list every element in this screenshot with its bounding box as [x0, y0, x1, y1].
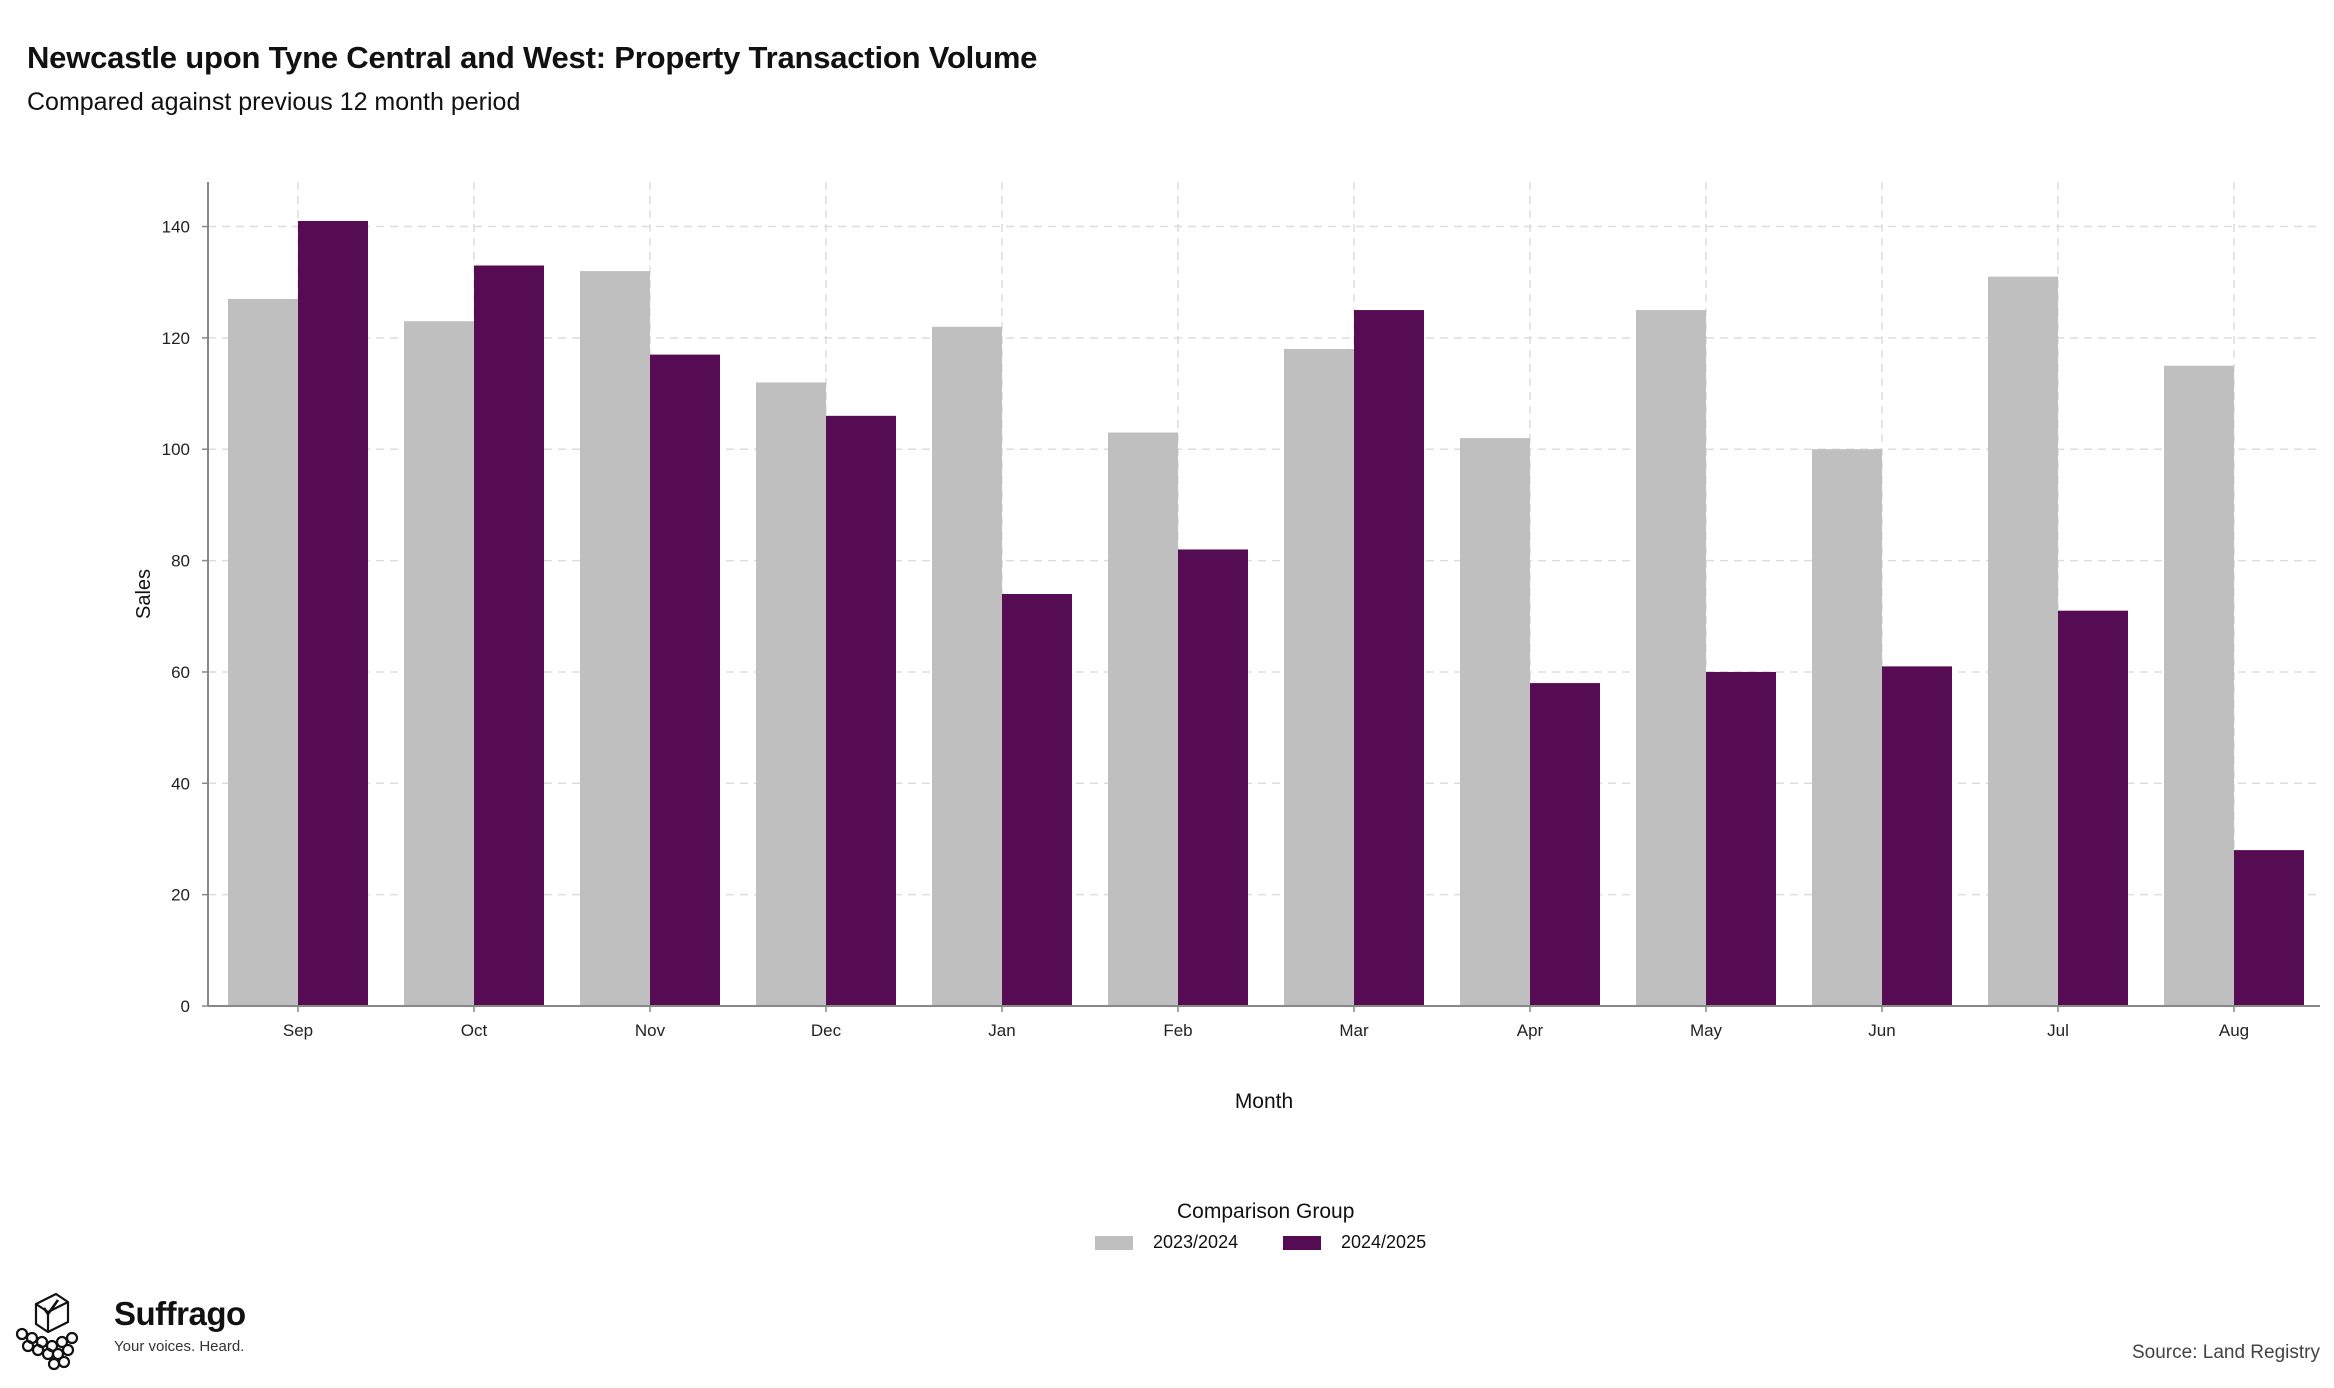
- legend-title: Comparison Group: [1177, 1200, 1355, 1223]
- legend-item-2024-2025: 2024/2025: [1283, 1232, 1426, 1253]
- x-tick-label: Mar: [1339, 1021, 1369, 1040]
- x-tick-label: Sep: [283, 1021, 313, 1040]
- source-note: Source: Land Registry: [2132, 1342, 2320, 1363]
- bar-2023-2024-feb: [1108, 432, 1178, 1006]
- axes: [202, 182, 2320, 1012]
- bar-2023-2024-jun: [1812, 449, 1882, 1006]
- y-tick-label: 40: [171, 774, 190, 793]
- bars: [228, 220, 2304, 1007]
- x-tick-label: Oct: [461, 1021, 488, 1040]
- x-tick-label: Jul: [2047, 1021, 2069, 1040]
- bar-2024-2025-feb: [1178, 549, 1248, 1006]
- bar-2024-2025-aug: [2234, 850, 2304, 1006]
- bar-chart: 0 20 40 60 80 100 120 140 Sep Oct Nov Dec Jan Feb Mar A…: [133, 182, 2320, 1113]
- bar-2023-2024-aug: [2164, 365, 2234, 1006]
- bar-2024-2025-apr: [1530, 683, 1600, 1006]
- y-axis-title: Sales: [133, 569, 155, 619]
- legend-swatch-2024-2025: [1283, 1235, 1321, 1250]
- y-tick-label: 140: [162, 218, 190, 237]
- y-tick-label: 60: [171, 663, 190, 682]
- bar-2024-2025-jul: [2058, 610, 2128, 1006]
- x-tick-label: Apr: [1517, 1021, 1544, 1040]
- ballot-box-icon: [15, 1292, 79, 1371]
- bar-2024-2025-sep: [298, 220, 368, 1007]
- bar-2024-2025-jan: [1002, 594, 1072, 1006]
- y-tick-label: 80: [171, 552, 190, 571]
- bar-2023-2024-mar: [1284, 349, 1354, 1006]
- x-tick-label: Nov: [635, 1021, 666, 1040]
- suffrago-logo: Suffrago Your voices. Heard.: [14, 1292, 246, 1372]
- chart-subtitle: Compared against previous 12 month perio…: [27, 88, 521, 116]
- y-tick-label: 0: [181, 997, 190, 1016]
- x-axis-title: Month: [1235, 1090, 1293, 1113]
- x-tick-label: Feb: [1163, 1021, 1192, 1040]
- bar-2024-2025-may: [1706, 671, 1776, 1006]
- bar-2024-2025-nov: [650, 354, 720, 1006]
- bar-2023-2024-apr: [1460, 438, 1530, 1006]
- bar-2024-2025-oct: [474, 265, 544, 1006]
- bar-2023-2024-sep: [228, 298, 298, 1006]
- logo-tagline: Your voices. Heard.: [114, 1338, 245, 1355]
- x-tick-label: Jan: [988, 1021, 1015, 1040]
- chart-title: Newcastle upon Tyne Central and West: Pr…: [27, 40, 1038, 75]
- legend-label-2023-2024: 2023/2024: [1153, 1232, 1239, 1252]
- bar-2023-2024-may: [1636, 310, 1706, 1006]
- y-tick-label: 20: [171, 886, 190, 905]
- legend-item-2023-2024: 2023/2024: [1095, 1232, 1238, 1253]
- bar-2024-2025-mar: [1354, 310, 1424, 1006]
- x-tick-label: May: [1690, 1021, 1723, 1040]
- axis-labels: 0 20 40 60 80 100 120 140 Sep Oct Nov Dec Jan Feb Mar A…: [133, 218, 2249, 1113]
- legend-label-2024-2025: 2024/2025: [1341, 1232, 1427, 1252]
- bar-2023-2024-dec: [756, 382, 826, 1006]
- x-tick-label: Jun: [1868, 1021, 1895, 1040]
- bar-2023-2024-jul: [1988, 276, 2058, 1006]
- logo-name: Suffrago: [114, 1295, 246, 1332]
- bar-2024-2025-dec: [826, 415, 896, 1006]
- y-tick-label: 100: [162, 440, 190, 459]
- bar-2023-2024-oct: [404, 321, 474, 1006]
- y-tick-label: 120: [162, 329, 190, 348]
- legend-swatch-2023-2024: [1095, 1235, 1133, 1250]
- bar-2023-2024-jan: [932, 326, 1002, 1007]
- bar-2024-2025-jun: [1882, 666, 1952, 1006]
- x-tick-label: Dec: [811, 1021, 842, 1040]
- bar-2023-2024-nov: [580, 271, 650, 1007]
- x-tick-label: Aug: [2219, 1021, 2249, 1040]
